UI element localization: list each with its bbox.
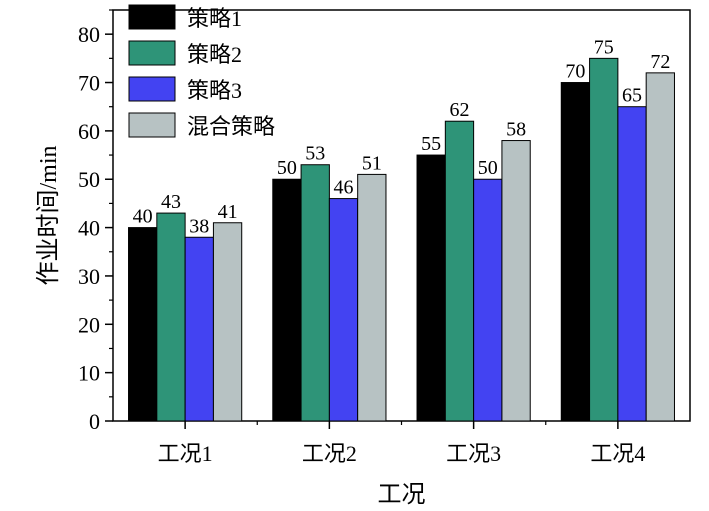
y-tick-label: 40 [78,216,100,241]
data-label: 53 [305,143,325,165]
bar [617,106,647,422]
x-tick-label: 工况4 [590,441,645,466]
y-tick-label: 60 [78,119,100,144]
chart-axes: 0 10 20 30 40 50 60 70 80 工况1 工况2 工况3 工况4 [78,9,691,466]
data-label: 70 [565,61,585,83]
legend-swatch [128,112,176,138]
legend-label: 策略3 [187,78,242,103]
bar [328,198,359,422]
y-tick-label: 70 [78,71,100,96]
bar [212,222,243,422]
y-tick-label: 10 [78,361,100,386]
bar [300,164,330,422]
data-label: 46 [334,177,354,199]
bar [444,120,475,422]
bar [501,140,531,422]
legend-label: 策略1 [187,6,242,31]
bar [156,212,186,422]
y-tick-label: 20 [78,312,100,337]
chart-bars [128,57,675,422]
bar [184,236,214,422]
data-label: 41 [218,201,238,223]
data-label: 62 [449,99,469,121]
x-axis-title: 工况 [378,482,426,508]
bar [473,178,503,422]
data-label: 65 [622,85,642,107]
chart-legend: 策略1 策略2 策略3 混合策略 [128,4,275,139]
bar [416,154,446,422]
bar [128,227,158,422]
data-label: 40 [133,206,153,228]
data-label: 50 [478,157,498,179]
y-axis-title: 作业时间/min [35,145,62,285]
bar [357,173,387,422]
data-label: 43 [161,191,181,213]
data-label: 51 [362,152,382,174]
legend-swatch [128,4,176,30]
x-tick-label: 工况3 [446,441,501,466]
data-label: 38 [189,215,209,237]
legend-label: 混合策略 [187,114,275,139]
legend-swatch [128,76,176,102]
x-tick-label: 工况1 [158,441,213,466]
data-label: 55 [421,133,441,155]
legend-label: 策略2 [187,42,242,67]
bar [589,57,619,422]
data-label: 72 [650,51,670,73]
data-label: 58 [506,119,526,141]
bar [272,178,302,422]
bar [645,72,675,422]
y-tick-label: 30 [78,264,100,289]
chart-data-labels: 40 43 38 41 50 53 46 51 55 62 50 58 70 75 65 72 [133,36,671,237]
x-tick-label: 工况2 [302,441,357,466]
data-label: 75 [594,36,614,58]
data-label: 50 [277,157,297,179]
y-tick-label: 0 [89,409,100,434]
legend-swatch [128,40,176,66]
y-tick-label: 80 [78,22,100,47]
y-tick-label: 50 [78,167,100,192]
bar [560,82,591,422]
